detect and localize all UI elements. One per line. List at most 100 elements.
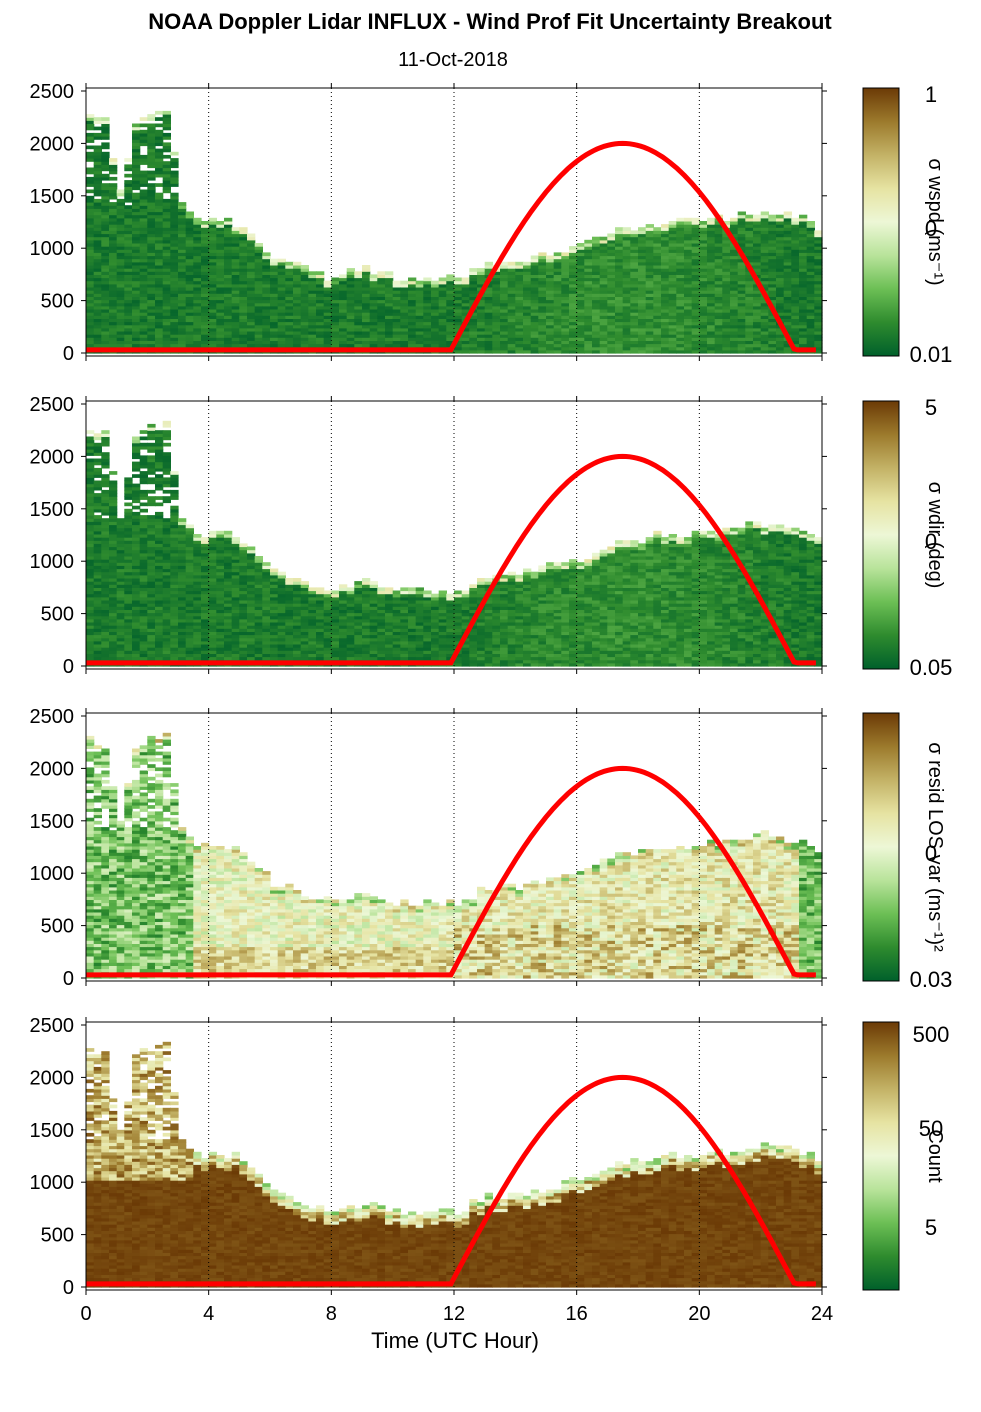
heatmap-cell [254, 637, 263, 642]
heatmap-cell [431, 309, 440, 313]
heatmap-cell [147, 574, 156, 579]
heatmap-cell [423, 331, 432, 335]
heatmap-cell [101, 211, 110, 216]
heatmap-cell [607, 309, 616, 313]
heatmap-cell [86, 540, 95, 544]
heatmap-cell [722, 249, 731, 253]
heatmap-cell [622, 331, 631, 335]
heatmap-cell [247, 637, 256, 642]
heatmap-cell [155, 154, 164, 159]
heatmap-cell [231, 227, 240, 231]
heatmap-cell [170, 521, 179, 526]
heatmap-cell [622, 327, 631, 332]
heatmap-cell [86, 496, 95, 500]
heatmap-cell [185, 606, 194, 610]
heatmap-cell [293, 315, 302, 319]
heatmap-cell [86, 502, 95, 507]
heatmap-cell [745, 309, 754, 313]
heatmap-cell [339, 296, 348, 301]
heatmap-cell [132, 496, 141, 500]
heatmap-cell [500, 296, 509, 301]
heatmap-cell [139, 603, 148, 607]
heatmap-cell [147, 480, 156, 485]
heatmap-cell [530, 271, 539, 275]
heatmap-cell [109, 489, 118, 494]
heatmap-cell [93, 343, 102, 348]
heatmap-cell [132, 136, 141, 140]
heatmap-cell [806, 236, 815, 241]
heatmap-cell [170, 515, 179, 519]
heatmap-cell [193, 622, 202, 626]
heatmap-cell [599, 243, 608, 247]
heatmap-cell [93, 618, 102, 623]
heatmap-cell [109, 524, 118, 529]
heatmap-cell [101, 483, 110, 488]
heatmap-cell [116, 243, 125, 247]
heatmap-cell [760, 211, 769, 216]
heatmap-cell [661, 327, 670, 332]
heatmap-cell [231, 343, 240, 348]
heatmap-cell [109, 565, 118, 570]
heatmap-cell [155, 464, 164, 469]
heatmap-cell [139, 559, 148, 563]
heatmap-cell [132, 337, 141, 341]
heatmap-cell [806, 287, 815, 291]
heatmap-cell [254, 318, 263, 323]
heatmap-cell [515, 290, 524, 294]
heatmap-cell [753, 349, 762, 354]
heatmap-cell [201, 224, 210, 228]
heatmap-cell [93, 236, 102, 241]
heatmap-cell [691, 334, 700, 338]
heatmap-cell [86, 571, 95, 576]
heatmap-cell [147, 132, 156, 137]
heatmap-cell [323, 296, 332, 301]
heatmap-cell [185, 331, 194, 335]
heatmap-cell [392, 287, 401, 291]
heatmap-cell [155, 631, 164, 636]
heatmap-cell [331, 290, 340, 294]
heatmap-cell [293, 283, 302, 288]
heatmap-cell [477, 271, 486, 275]
heatmap-cell [178, 549, 187, 554]
heatmap-cell [208, 296, 217, 301]
heatmap-cell [538, 337, 547, 341]
heatmap-cell [630, 340, 639, 345]
heatmap-cell [132, 603, 141, 607]
heatmap-cell [116, 622, 125, 626]
heatmap-cell [93, 600, 102, 604]
heatmap-cell [684, 277, 693, 282]
heatmap-cell [783, 299, 792, 304]
heatmap-cell [93, 483, 102, 488]
heatmap-cell [477, 321, 486, 326]
heatmap-cell [216, 612, 225, 617]
heatmap-cell [599, 249, 608, 253]
heatmap-cell [377, 340, 386, 345]
heatmap-cell [155, 274, 164, 279]
heatmap-cell [385, 293, 394, 297]
heatmap-cell [201, 656, 210, 661]
heatmap-cell [193, 644, 202, 648]
heatmap-cell [208, 302, 217, 307]
heatmap-cell [109, 239, 118, 244]
heatmap-cell [155, 565, 164, 570]
heatmap-cell [561, 334, 570, 338]
heatmap-cell [155, 205, 164, 209]
heatmap-cell [461, 343, 470, 348]
heatmap-cell [515, 309, 524, 313]
heatmap-cell [132, 590, 141, 595]
heatmap-cell [201, 584, 210, 588]
heatmap-cell [576, 280, 585, 285]
heatmap-cell [109, 508, 118, 513]
heatmap-cell [546, 290, 555, 294]
heatmap-cell [155, 609, 164, 614]
heatmap-cell [208, 656, 217, 661]
heatmap-cell [707, 349, 716, 354]
heatmap-cell [668, 290, 677, 294]
heatmap-cell [124, 511, 133, 516]
heatmap-cell [730, 343, 739, 348]
heatmap-cell [208, 606, 217, 610]
heatmap-cell [469, 321, 478, 326]
heatmap-cell [139, 615, 148, 620]
heatmap-cell [262, 581, 271, 585]
heatmap-cell [109, 631, 118, 636]
